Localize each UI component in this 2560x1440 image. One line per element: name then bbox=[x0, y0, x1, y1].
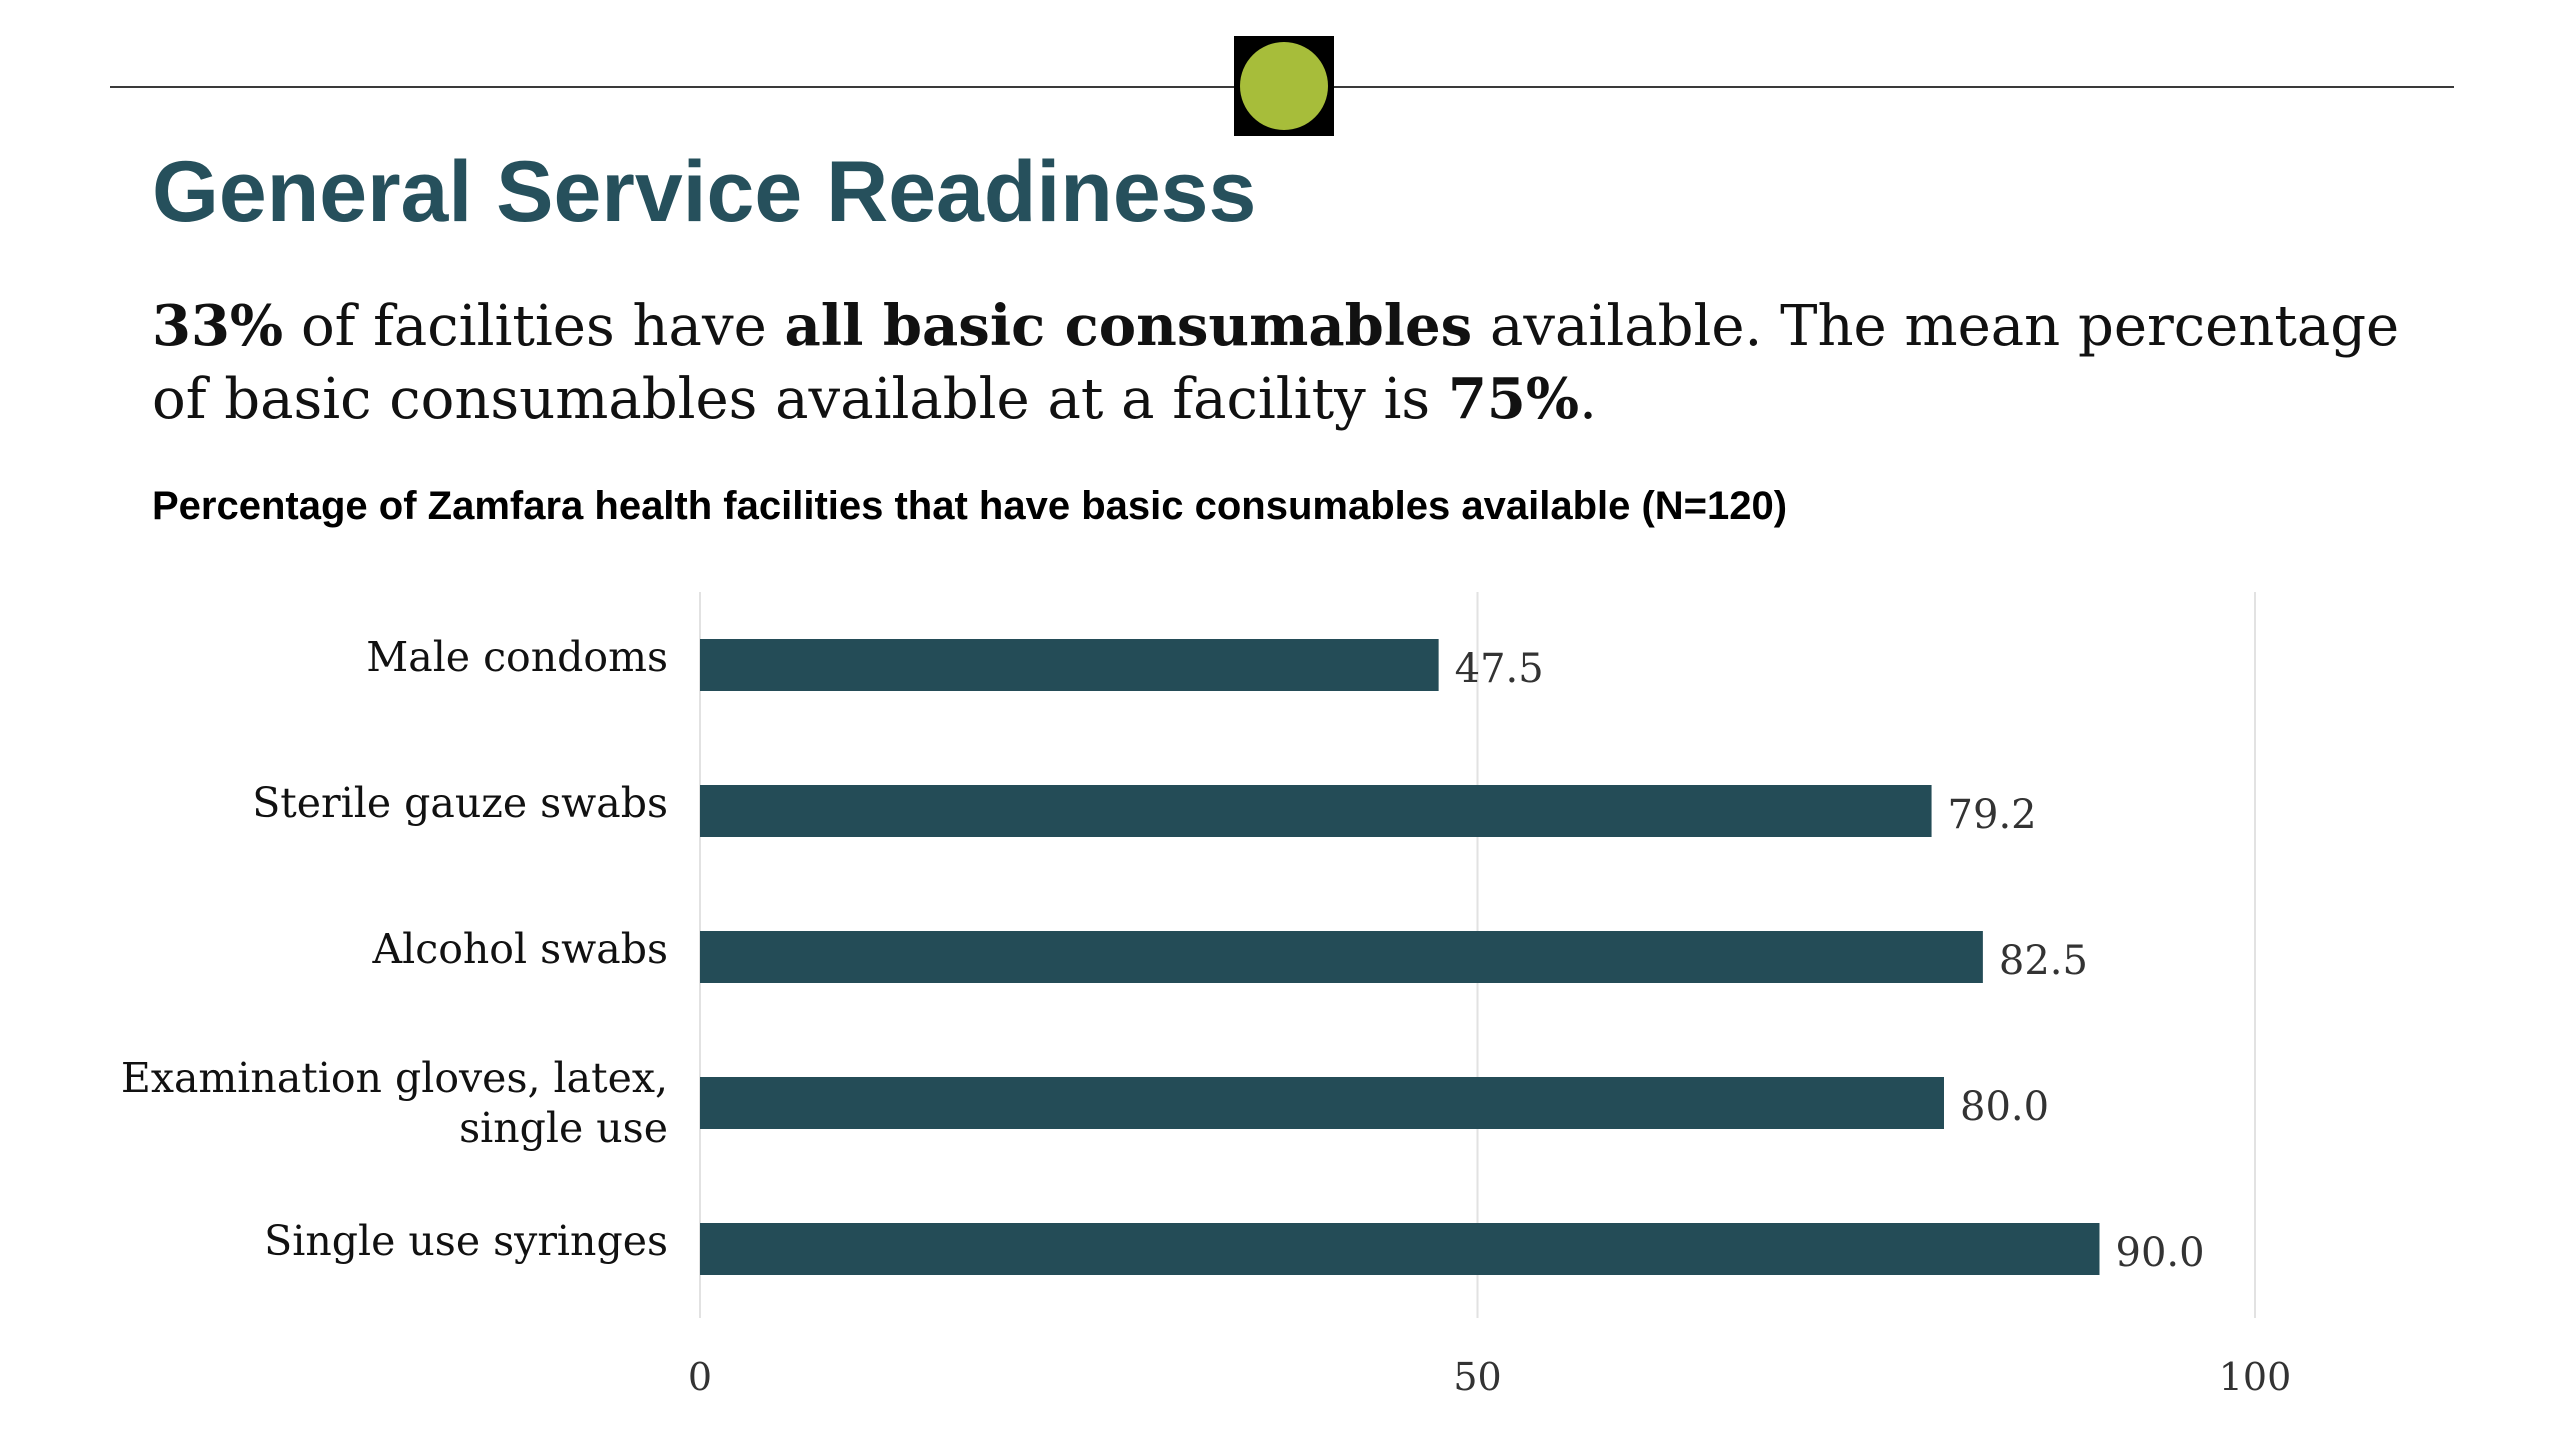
logo-badge bbox=[1234, 36, 1334, 136]
category-label: Examination gloves, latex, bbox=[121, 1054, 668, 1102]
summary-text-part: of facilities have bbox=[283, 294, 785, 359]
category-label: single use bbox=[459, 1104, 668, 1152]
bar-value-label: 82.5 bbox=[1999, 938, 2088, 984]
bar bbox=[700, 1077, 1944, 1129]
category-label: Alcohol swabs bbox=[372, 925, 668, 973]
summary-text-part: . bbox=[1579, 367, 1597, 432]
x-tick-label: 100 bbox=[2219, 1355, 2292, 1399]
chart-bars bbox=[700, 639, 2100, 1275]
bar bbox=[700, 931, 1983, 983]
bar bbox=[700, 1223, 2100, 1275]
summary-text: 33% of facilities have all basic consuma… bbox=[152, 290, 2452, 436]
summary-emphasis: all basic consumables bbox=[784, 293, 1473, 359]
green-circle-icon bbox=[1240, 42, 1328, 130]
bar-value-label: 90.0 bbox=[2116, 1230, 2205, 1276]
bar bbox=[700, 785, 1932, 837]
bar bbox=[700, 639, 1439, 691]
category-label: Sterile gauze swabs bbox=[252, 779, 668, 827]
bar-value-label: 80.0 bbox=[1960, 1084, 2049, 1130]
summary-mean-percent: 75% bbox=[1447, 366, 1580, 432]
x-tick-label: 0 bbox=[688, 1355, 712, 1399]
chart-x-ticks: 0 50 100 bbox=[688, 1355, 2291, 1399]
summary-stat-percent: 33% bbox=[152, 293, 284, 359]
chart-title: Percentage of Zamfara health facilities … bbox=[152, 484, 1788, 528]
bar-value-label: 79.2 bbox=[1948, 792, 2037, 838]
chart-value-labels: 47.5 79.2 82.5 80.0 90.0 bbox=[1455, 646, 2205, 1276]
category-label: Single use syringes bbox=[264, 1217, 668, 1265]
page-title: General Service Readiness bbox=[152, 144, 1257, 240]
category-label: Male condoms bbox=[366, 633, 668, 681]
bar-value-label: 47.5 bbox=[1455, 646, 1544, 692]
x-tick-label: 50 bbox=[1453, 1355, 1501, 1399]
summary-text-part: available. The mean percentage of basic … bbox=[152, 294, 2400, 432]
chart-category-labels: Male condoms Sterile gauze swabs Alcohol s… bbox=[121, 633, 668, 1265]
